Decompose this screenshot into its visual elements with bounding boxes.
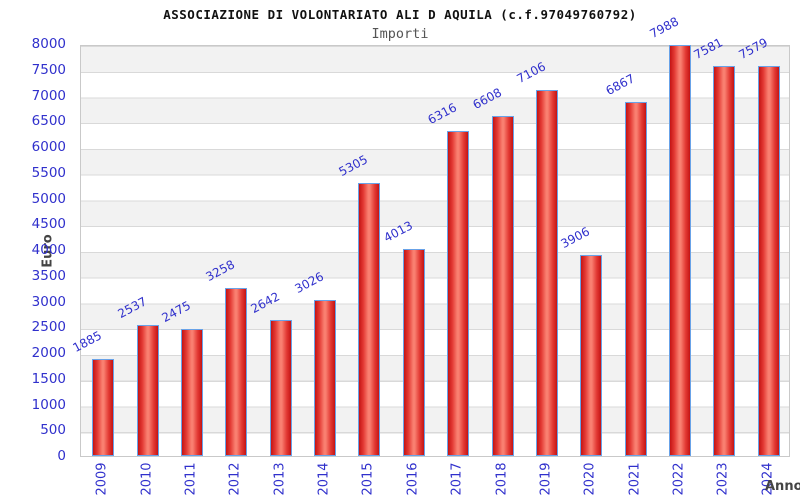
bar-2024	[757, 66, 780, 456]
bar-value-label: 3026	[292, 269, 327, 296]
bar-2014	[314, 300, 337, 456]
chart-title: ASSOCIAZIONE DI VOLONTARIATO ALI D AQUIL…	[163, 7, 637, 22]
x-tick-label: 2018	[494, 462, 510, 496]
bar-value-label: 7106	[514, 59, 548, 86]
y-tick-label: 1000	[31, 396, 66, 413]
bar-2021	[624, 102, 647, 456]
x-tick-label: 2016	[405, 462, 421, 496]
x-tick-label: 2019	[538, 462, 554, 496]
bar-value-label: 3906	[558, 224, 593, 251]
bar-2023	[713, 66, 736, 456]
y-tick-label: 500	[40, 422, 66, 439]
y-tick-label: 4000	[31, 242, 66, 258]
y-axis: 0 500 1000 1500 2000 2500 3000 3500 4000 4500 5000…	[0, 37, 66, 462]
bar-value-label: 2642	[248, 289, 282, 316]
y-tick-label: 6500	[31, 113, 66, 130]
y-tick-label: 2500	[31, 319, 66, 336]
bar-2009	[92, 359, 115, 456]
plot-area: 1885 2537 2475 3258 2642 3026 5305 4013 6316 6608…	[71, 14, 790, 457]
bar-2020	[580, 255, 603, 456]
bar-value-label: 4013	[381, 218, 415, 245]
bar-value-label: 6608	[469, 85, 504, 112]
x-tick-label: 2011	[183, 462, 199, 496]
y-tick-label: 4500	[31, 216, 66, 233]
chart-subtitle: Importi	[371, 26, 429, 42]
y-tick-label: 5500	[31, 164, 66, 181]
y-tick-label: 1500	[31, 370, 66, 387]
y-tick-label: 5000	[31, 190, 66, 207]
y-tick-label: 6000	[31, 139, 66, 155]
bar-value-label: 6316	[425, 100, 460, 127]
bar-2019	[535, 90, 558, 456]
bar-value-label: 2475	[159, 298, 193, 325]
bar-value-label: 6867	[603, 71, 637, 98]
x-tick-label: 2017	[449, 462, 465, 496]
y-tick-label: 7500	[31, 61, 66, 78]
x-tick-label: 2021	[627, 462, 643, 496]
x-tick-label: 2012	[227, 462, 243, 496]
x-tick-label: 2020	[582, 462, 598, 496]
bar-2011	[180, 329, 203, 456]
x-tick-label: 2009	[94, 462, 110, 496]
bar-2010	[136, 325, 159, 456]
x-tick-label: 2015	[360, 462, 376, 496]
x-tick-label: 2010	[139, 462, 155, 496]
x-tick-label: 2013	[272, 462, 288, 496]
y-tick-label: 2000	[31, 345, 66, 361]
bar-2015	[358, 183, 381, 456]
y-tick-label: 0	[57, 448, 66, 464]
bar-value-label: 3258	[203, 257, 238, 284]
bar-2016	[402, 249, 425, 456]
x-tick-label: 2022	[671, 462, 687, 496]
bar-2017	[447, 131, 470, 456]
x-axis-label: Anno	[765, 479, 800, 494]
bar-value-label: 1885	[70, 328, 105, 355]
x-tick-label: 2023	[715, 462, 731, 496]
bar-2018	[491, 116, 514, 456]
bar-value-label: 2537	[114, 294, 149, 321]
bar-2012	[225, 288, 248, 456]
y-tick-label: 8000	[31, 36, 66, 52]
y-tick-label: 3500	[31, 267, 66, 284]
bar-2022	[669, 45, 692, 456]
y-tick-label: 3000	[31, 293, 66, 310]
bar-2013	[269, 320, 292, 456]
y-tick-label: 7000	[31, 87, 66, 104]
bar-value-label: 5305	[336, 152, 371, 179]
x-tick-label: 2014	[316, 462, 332, 496]
x-axis: 2009 2010 2011 2012 2013 2014 2015 2016 2017 2018…	[80, 457, 790, 500]
